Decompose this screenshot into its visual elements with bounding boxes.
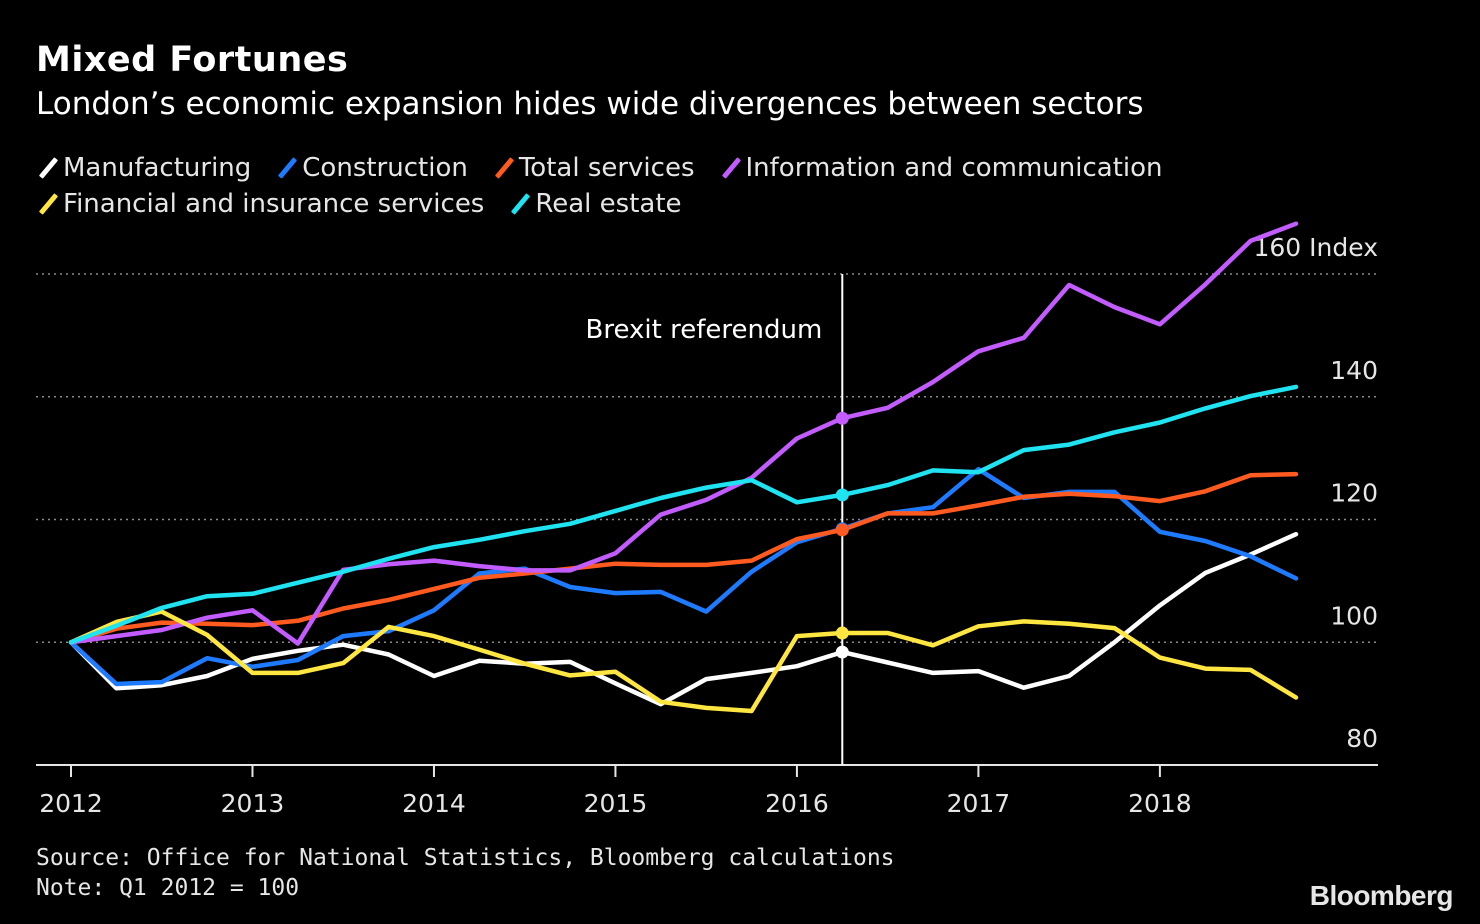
chart-footer: Source: Office for National Statistics, … bbox=[36, 843, 895, 903]
bloomberg-logo: Bloomberg bbox=[1309, 880, 1454, 911]
series-line-construction bbox=[68, 466, 1299, 687]
brexit-marker-information-and-communication bbox=[835, 411, 849, 425]
brexit-referendum-label: Brexit referendum bbox=[586, 315, 823, 345]
legend-label-total-services: Total services bbox=[518, 153, 695, 183]
source-note: Source: Office for National Statistics, … bbox=[36, 845, 895, 871]
x-tick-label-2015: 2015 bbox=[584, 789, 648, 818]
legend-label-real-estate: Real estate bbox=[535, 189, 682, 219]
brexit-marker-financial-and-insurance-services bbox=[835, 626, 849, 640]
chart-subtitle: London’s economic expansion hides wide d… bbox=[36, 86, 1144, 122]
legend-label-manufacturing: Manufacturing bbox=[63, 153, 252, 183]
legend-label-information-communication: Information and communication bbox=[745, 153, 1163, 183]
series-line-total-services bbox=[68, 471, 1299, 645]
x-tick-label-2016: 2016 bbox=[765, 789, 829, 818]
series-line-real-estate bbox=[68, 384, 1299, 645]
legend-label-financial-insurance: Financial and insurance services bbox=[63, 189, 485, 219]
y-tick-label-80: 80 bbox=[1346, 724, 1378, 753]
x-tick-label-2014: 2014 bbox=[402, 789, 466, 818]
series-line-information-and-communication bbox=[68, 221, 1299, 646]
index-note: Note: Q1 2012 = 100 bbox=[36, 875, 300, 901]
x-tick-label-2013: 2013 bbox=[221, 789, 285, 818]
brexit-marker-real-estate bbox=[835, 488, 849, 502]
legend-item-manufacturing: Manufacturing bbox=[36, 153, 251, 183]
y-tick-label-160: 160 Index bbox=[1254, 233, 1379, 262]
legend-item-construction: Construction bbox=[275, 153, 468, 183]
y-tick-label-120: 120 bbox=[1330, 479, 1378, 508]
chart-title: Mixed Fortunes bbox=[36, 40, 349, 80]
chart-legend: Manufacturing Construction Total service… bbox=[36, 150, 1336, 222]
series-line-manufacturing bbox=[68, 531, 1299, 707]
legend-row-2: Financial and insurance services Real es… bbox=[36, 186, 1336, 222]
y-tick-label-140: 140 bbox=[1330, 356, 1378, 385]
brexit-marker-manufacturing bbox=[835, 645, 849, 659]
legend-label-construction: Construction bbox=[302, 153, 468, 183]
legend-item-total-services: Total services bbox=[492, 153, 695, 183]
legend-item-financial-insurance: Financial and insurance services bbox=[36, 189, 484, 219]
x-tick-label-2018: 2018 bbox=[1128, 789, 1192, 818]
brexit-marker-total-services bbox=[835, 523, 849, 537]
legend-item-real-estate: Real estate bbox=[508, 189, 682, 219]
x-tick-label-2012: 2012 bbox=[39, 789, 103, 818]
legend-item-information-communication: Information and communication bbox=[719, 153, 1163, 183]
series-line-financial-and-insurance-services bbox=[68, 609, 1299, 714]
legend-row-1: Manufacturing Construction Total service… bbox=[36, 150, 1336, 186]
y-tick-label-100: 100 bbox=[1330, 601, 1378, 630]
x-tick-label-2017: 2017 bbox=[947, 789, 1011, 818]
